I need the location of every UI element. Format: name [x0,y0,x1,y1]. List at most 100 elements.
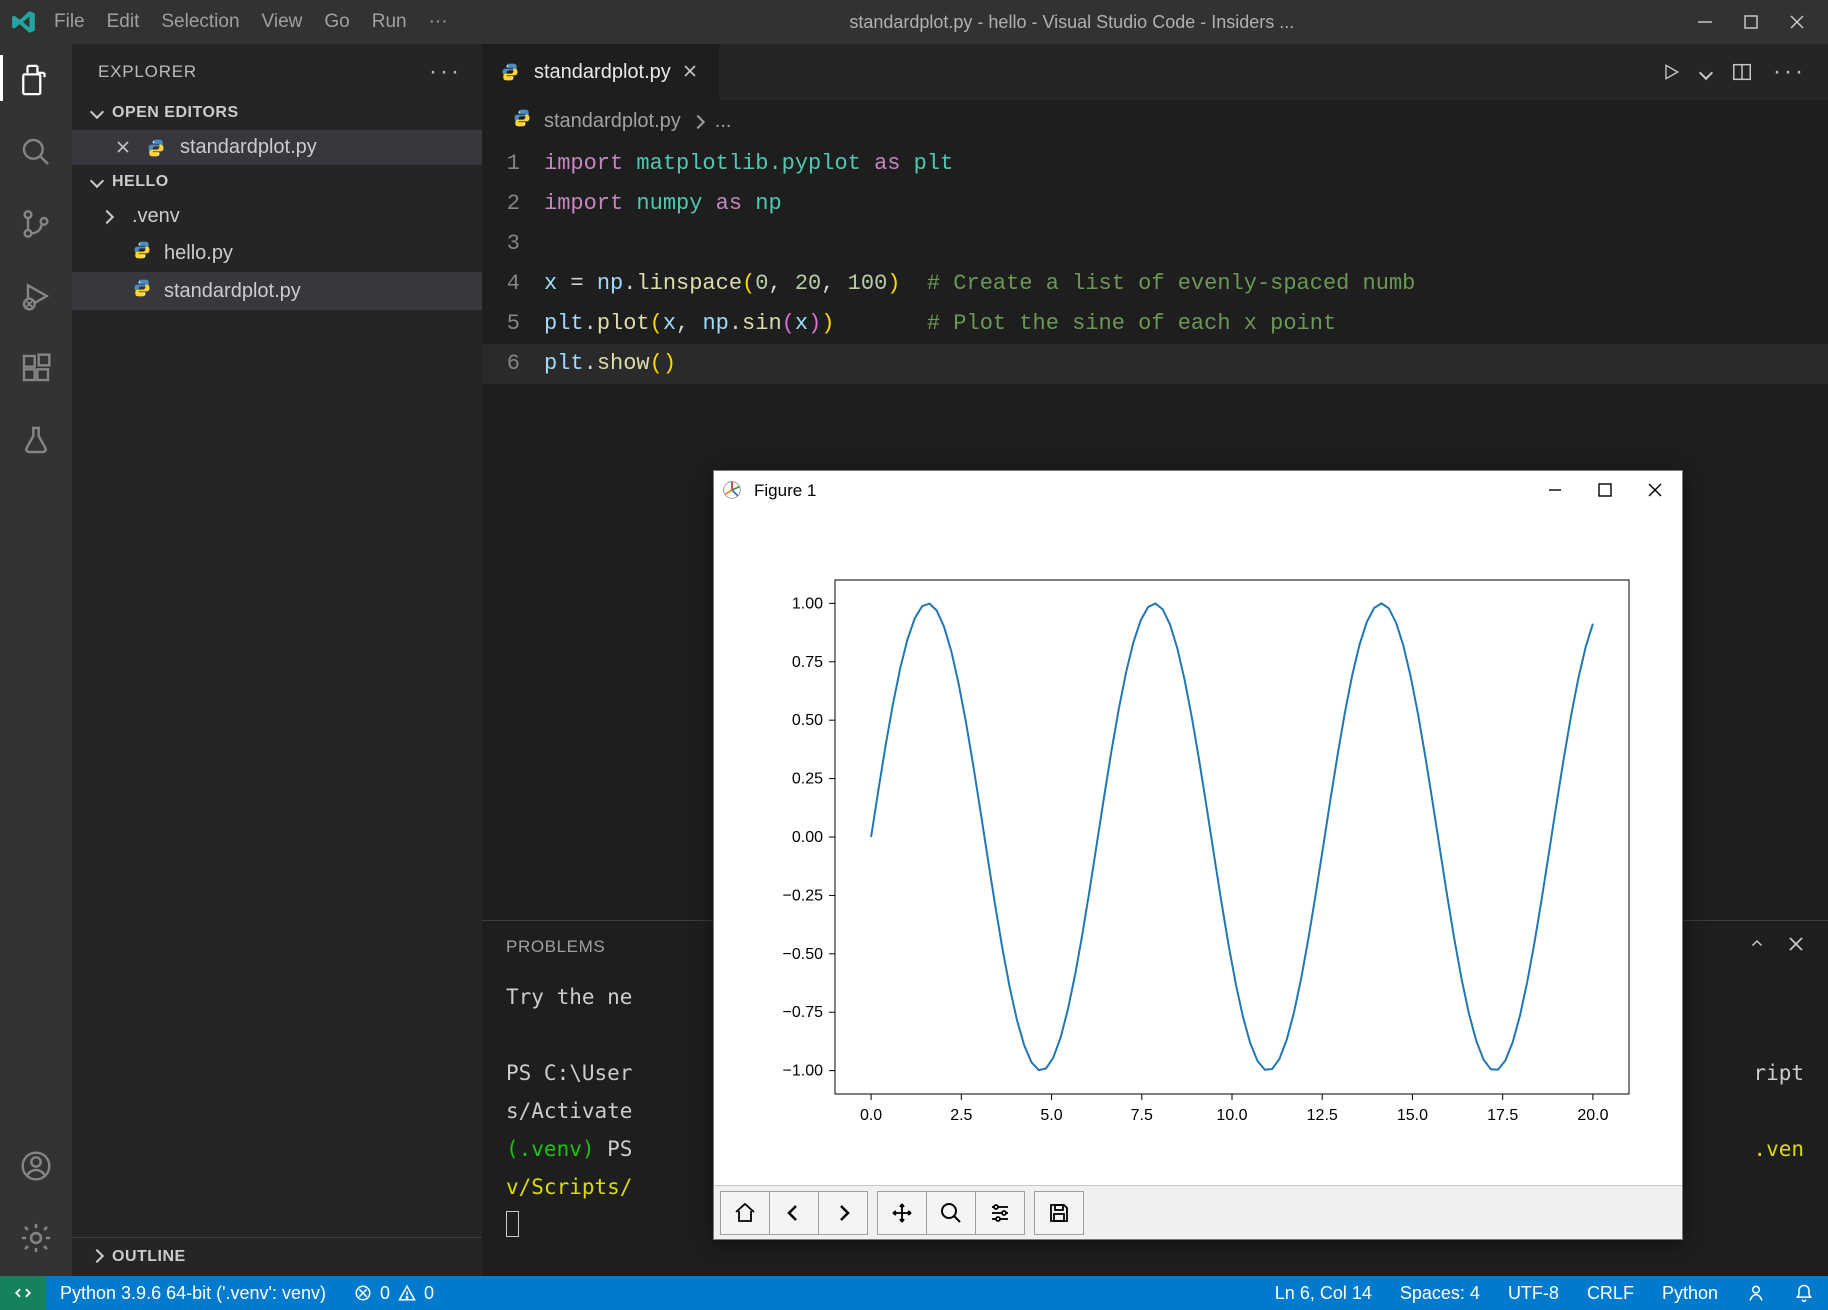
folder-name: .venv [132,205,180,228]
menu-file[interactable]: File [54,11,85,33]
folder-label: HELLO [112,173,169,191]
svg-text:5.0: 5.0 [1040,1107,1062,1124]
menu-selection[interactable]: Selection [161,11,239,33]
matplotlib-icon [722,480,744,502]
svg-text:−1.00: −1.00 [783,1063,824,1080]
more-icon[interactable]: ··· [1773,58,1806,86]
close-icon[interactable] [1788,13,1806,31]
menu-go[interactable]: Go [324,11,349,33]
svg-text:−0.50: −0.50 [783,946,824,963]
python-file-icon [500,62,522,82]
breadcrumb[interactable]: standardplot.py ... [482,100,1828,142]
tab-close-icon[interactable] [683,64,701,80]
figure-title: Figure 1 [754,481,816,501]
status-eol[interactable]: CRLF [1573,1283,1648,1304]
menu-edit[interactable]: Edit [107,11,140,33]
toolbar-home-icon[interactable] [720,1191,770,1235]
toolbar-forward-icon[interactable] [818,1191,868,1235]
chevron-down-icon [92,104,102,122]
outline-label: OUTLINE [112,1248,186,1266]
activity-extensions-icon[interactable] [18,350,54,386]
tab-bar: standardplot.py ··· [482,44,1828,100]
svg-text:−0.75: −0.75 [783,1004,824,1021]
toolbar-zoom-icon[interactable] [926,1191,976,1235]
status-bell-icon[interactable] [1780,1283,1828,1303]
panel-close-icon[interactable] [1788,936,1804,957]
menu-view[interactable]: View [262,11,303,33]
activity-account-icon[interactable] [18,1148,54,1184]
error-count: 0 [380,1283,390,1304]
figure-minimize-icon[interactable] [1548,483,1564,499]
titlebar: File Edit Selection View Go Run ··· stan… [0,0,1828,44]
tab-label: standardplot.py [534,61,671,84]
svg-text:0.0: 0.0 [860,1107,882,1124]
sidebar: EXPLORER ··· OPEN EDITORS standardplot.p… [72,44,482,1276]
panel-tab-problems[interactable]: PROBLEMS [506,937,605,957]
status-bar: Python 3.9.6 64-bit ('.venv': venv) 0 0 … [0,1276,1828,1310]
maximize-icon[interactable] [1742,13,1760,31]
remote-indicator[interactable] [0,1276,46,1310]
svg-text:10.0: 10.0 [1216,1107,1247,1124]
code-line: 5plt.plot(x, np.sin(x)) # Plot the sine … [482,304,1828,344]
figure-maximize-icon[interactable] [1598,483,1614,499]
minimize-icon[interactable] [1696,13,1714,31]
activity-bar [0,44,72,1276]
open-editors-header[interactable]: OPEN EDITORS [72,96,482,130]
status-encoding[interactable]: UTF-8 [1494,1283,1573,1304]
file-name: hello.py [164,242,233,265]
chevron-down-icon[interactable] [1701,62,1711,83]
figure-window[interactable]: Figure 1 0.02.55.07.510.012.515.017.520.… [713,470,1683,1240]
figure-plot-area: 0.02.55.07.510.012.515.017.520.0−1.00−0.… [714,511,1682,1185]
window-title: standardplot.py - hello - Visual Studio … [448,12,1696,33]
run-icon[interactable] [1661,62,1681,82]
status-lncol[interactable]: Ln 6, Col 14 [1261,1283,1386,1304]
tree-folder[interactable]: .venv [72,199,482,234]
outline-header[interactable]: OUTLINE [72,1237,482,1276]
chevron-right-icon [693,110,703,133]
figure-titlebar[interactable]: Figure 1 [714,471,1682,511]
toolbar-save-icon[interactable] [1034,1191,1084,1235]
chevron-right-icon [92,1248,102,1266]
svg-text:2.5: 2.5 [950,1107,972,1124]
activity-explorer-icon[interactable] [18,62,54,98]
close-icon[interactable] [116,140,134,156]
menu-bar: File Edit Selection View Go Run ··· [54,11,448,33]
status-python[interactable]: Python 3.9.6 64-bit ('.venv': venv) [46,1283,340,1304]
sidebar-more-icon[interactable]: ··· [429,58,462,86]
chevron-right-icon [102,205,120,228]
activity-settings-icon[interactable] [18,1220,54,1256]
toolbar-pan-icon[interactable] [877,1191,927,1235]
activity-search-icon[interactable] [18,134,54,170]
svg-text:−0.25: −0.25 [783,887,824,904]
tree-file[interactable]: hello.py [72,234,482,272]
figure-close-icon[interactable] [1648,483,1664,499]
open-editors-label: OPEN EDITORS [112,104,239,122]
toolbar-configure-icon[interactable] [975,1191,1025,1235]
activity-debug-icon[interactable] [18,278,54,314]
activity-source-control-icon[interactable] [18,206,54,242]
menu-more[interactable]: ··· [429,11,448,33]
code-line: 3 [482,224,1828,264]
svg-text:12.5: 12.5 [1307,1107,1338,1124]
python-file-icon [512,108,532,134]
status-problems[interactable]: 0 0 [340,1283,448,1304]
svg-text:1.00: 1.00 [792,595,823,612]
folder-header[interactable]: HELLO [72,165,482,199]
toolbar-back-icon[interactable] [769,1191,819,1235]
tab-standardplot[interactable]: standardplot.py [482,44,720,100]
status-lang[interactable]: Python [1648,1283,1732,1304]
open-editor-item[interactable]: standardplot.py [72,130,482,165]
vscode-logo-icon [10,8,38,36]
activity-testing-icon[interactable] [18,422,54,458]
warning-count: 0 [424,1283,434,1304]
svg-text:15.0: 15.0 [1397,1107,1428,1124]
status-spaces[interactable]: Spaces: 4 [1386,1283,1494,1304]
file-name: standardplot.py [180,136,317,159]
breadcrumb-more: ... [715,110,732,133]
tree-file[interactable]: standardplot.py [72,272,482,310]
split-editor-icon[interactable] [1731,61,1753,83]
status-feedback-icon[interactable] [1732,1283,1780,1303]
menu-run[interactable]: Run [372,11,407,33]
svg-text:0.50: 0.50 [792,712,823,729]
panel-maximize-icon[interactable] [1748,935,1766,958]
